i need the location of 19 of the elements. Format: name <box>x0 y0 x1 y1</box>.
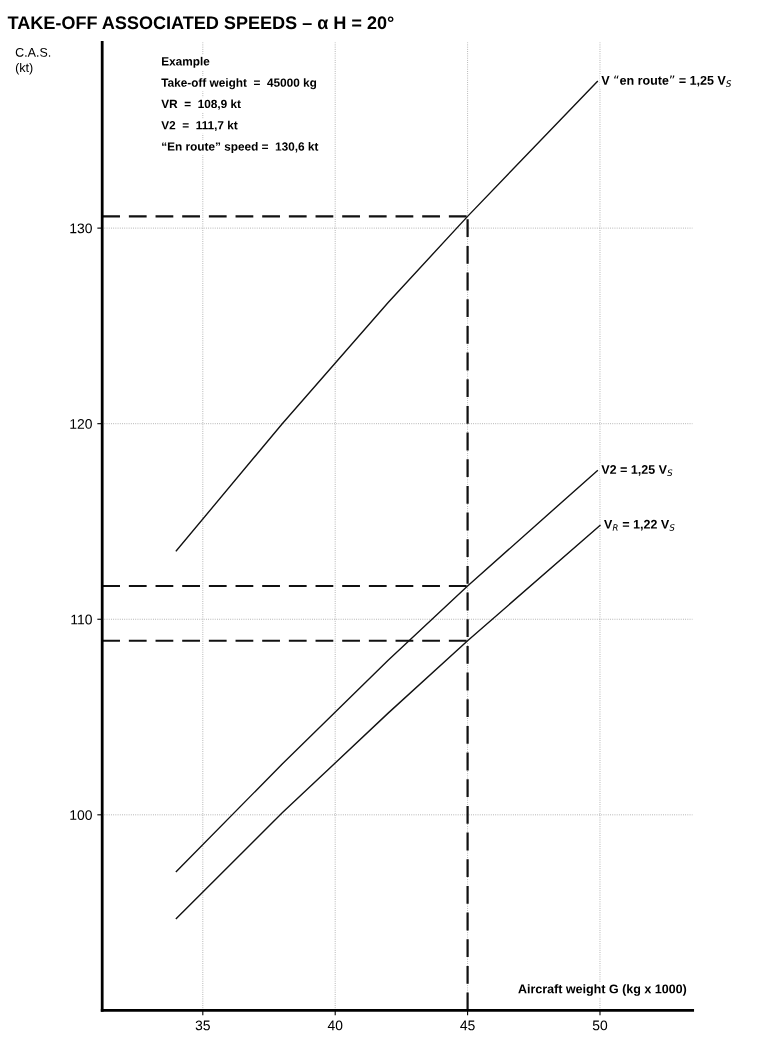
annotation: VR = 108,9 kt <box>161 99 241 110</box>
series-label: V$_{R}$ = 1,22 V$_{S}$ <box>604 519 675 531</box>
series-label: V2 = 1,25 V$_{S}$ <box>601 465 673 476</box>
y-axis-title: C.A.S. (kt) <box>15 47 51 75</box>
x-tick-label: 50 <box>592 1020 608 1031</box>
y-tick-label: 110 <box>71 614 92 625</box>
y-tick-label: 130 <box>70 223 92 234</box>
x-tick-label: 45 <box>460 1020 475 1031</box>
annotation: Example <box>162 56 210 68</box>
y-tick-label: 120 <box>70 419 92 429</box>
annotation: Take-off weight = 45000 kg <box>161 78 317 90</box>
chart-title: TAKE-OFF ASSOCIATED SPEEDS – α H = 20° <box>7 16 394 30</box>
annotation: “En route” speed = 130,6 kt <box>162 142 319 154</box>
annotation: V2 = 111,7 kt <box>161 120 238 132</box>
x-axis-title: Aircraft weight G (kg x 1000) <box>518 984 687 996</box>
y-tick-label: 100 <box>70 810 92 820</box>
series-label: V “en route” = 1,25 V$_{S}$ <box>601 75 732 87</box>
x-tick-label: 35 <box>195 1020 210 1031</box>
x-tick-label: 40 <box>327 1020 343 1031</box>
